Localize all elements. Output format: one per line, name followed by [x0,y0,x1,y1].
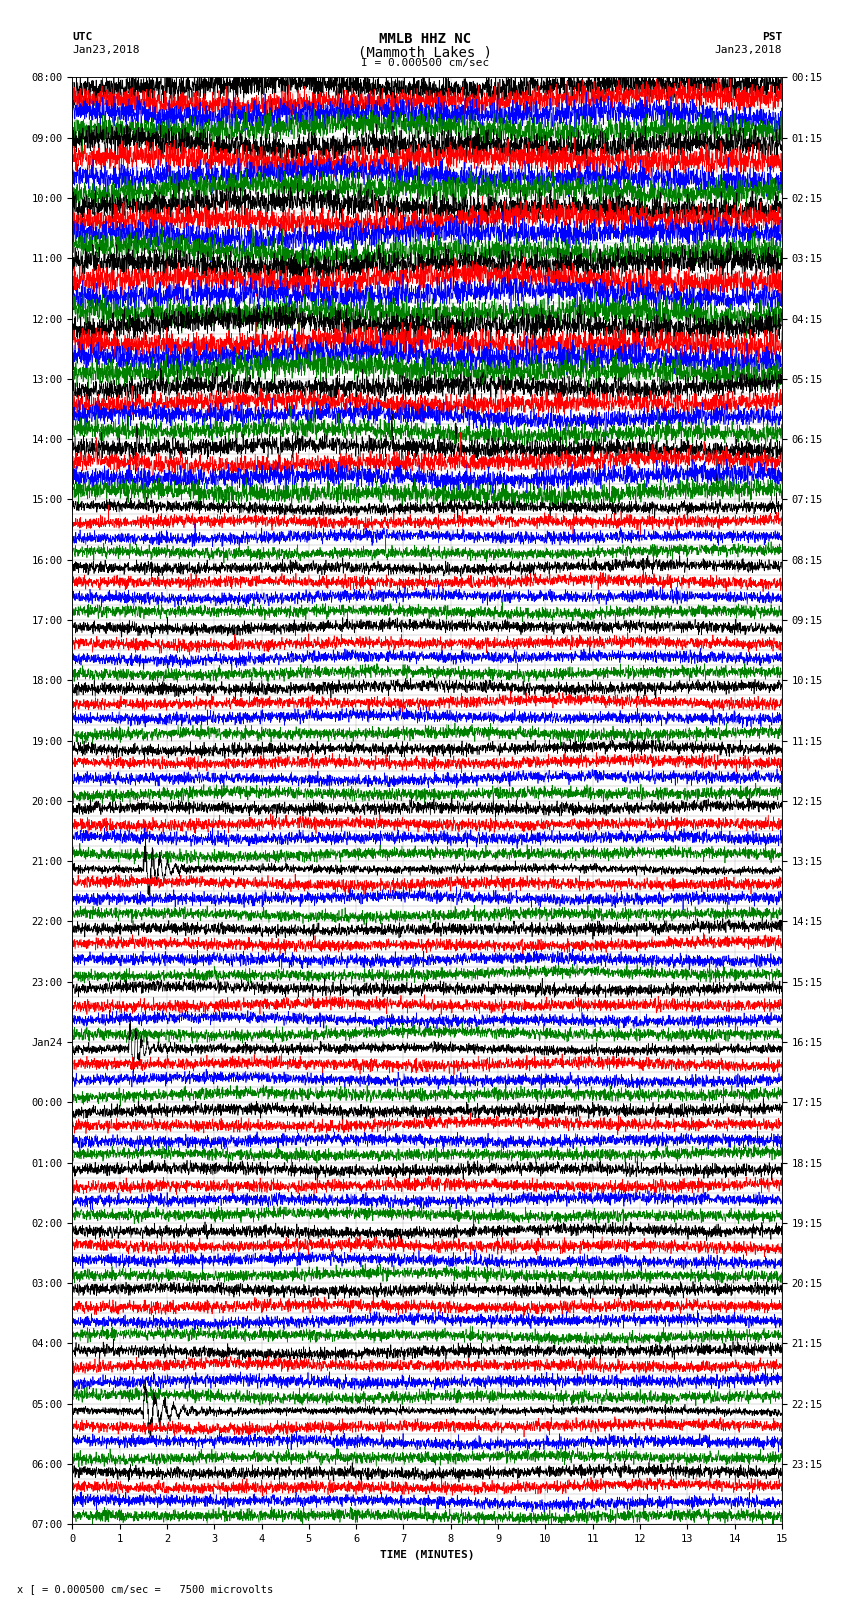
Text: x [ = 0.000500 cm/sec =   7500 microvolts: x [ = 0.000500 cm/sec = 7500 microvolts [17,1584,273,1594]
Text: (Mammoth Lakes ): (Mammoth Lakes ) [358,45,492,60]
Text: Jan23,2018: Jan23,2018 [72,45,139,55]
Text: MMLB HHZ NC: MMLB HHZ NC [379,32,471,47]
Text: UTC: UTC [72,32,93,42]
Text: PST: PST [762,32,782,42]
Text: I = 0.000500 cm/sec: I = 0.000500 cm/sec [361,58,489,68]
Text: Jan23,2018: Jan23,2018 [715,45,782,55]
X-axis label: TIME (MINUTES): TIME (MINUTES) [380,1550,474,1560]
